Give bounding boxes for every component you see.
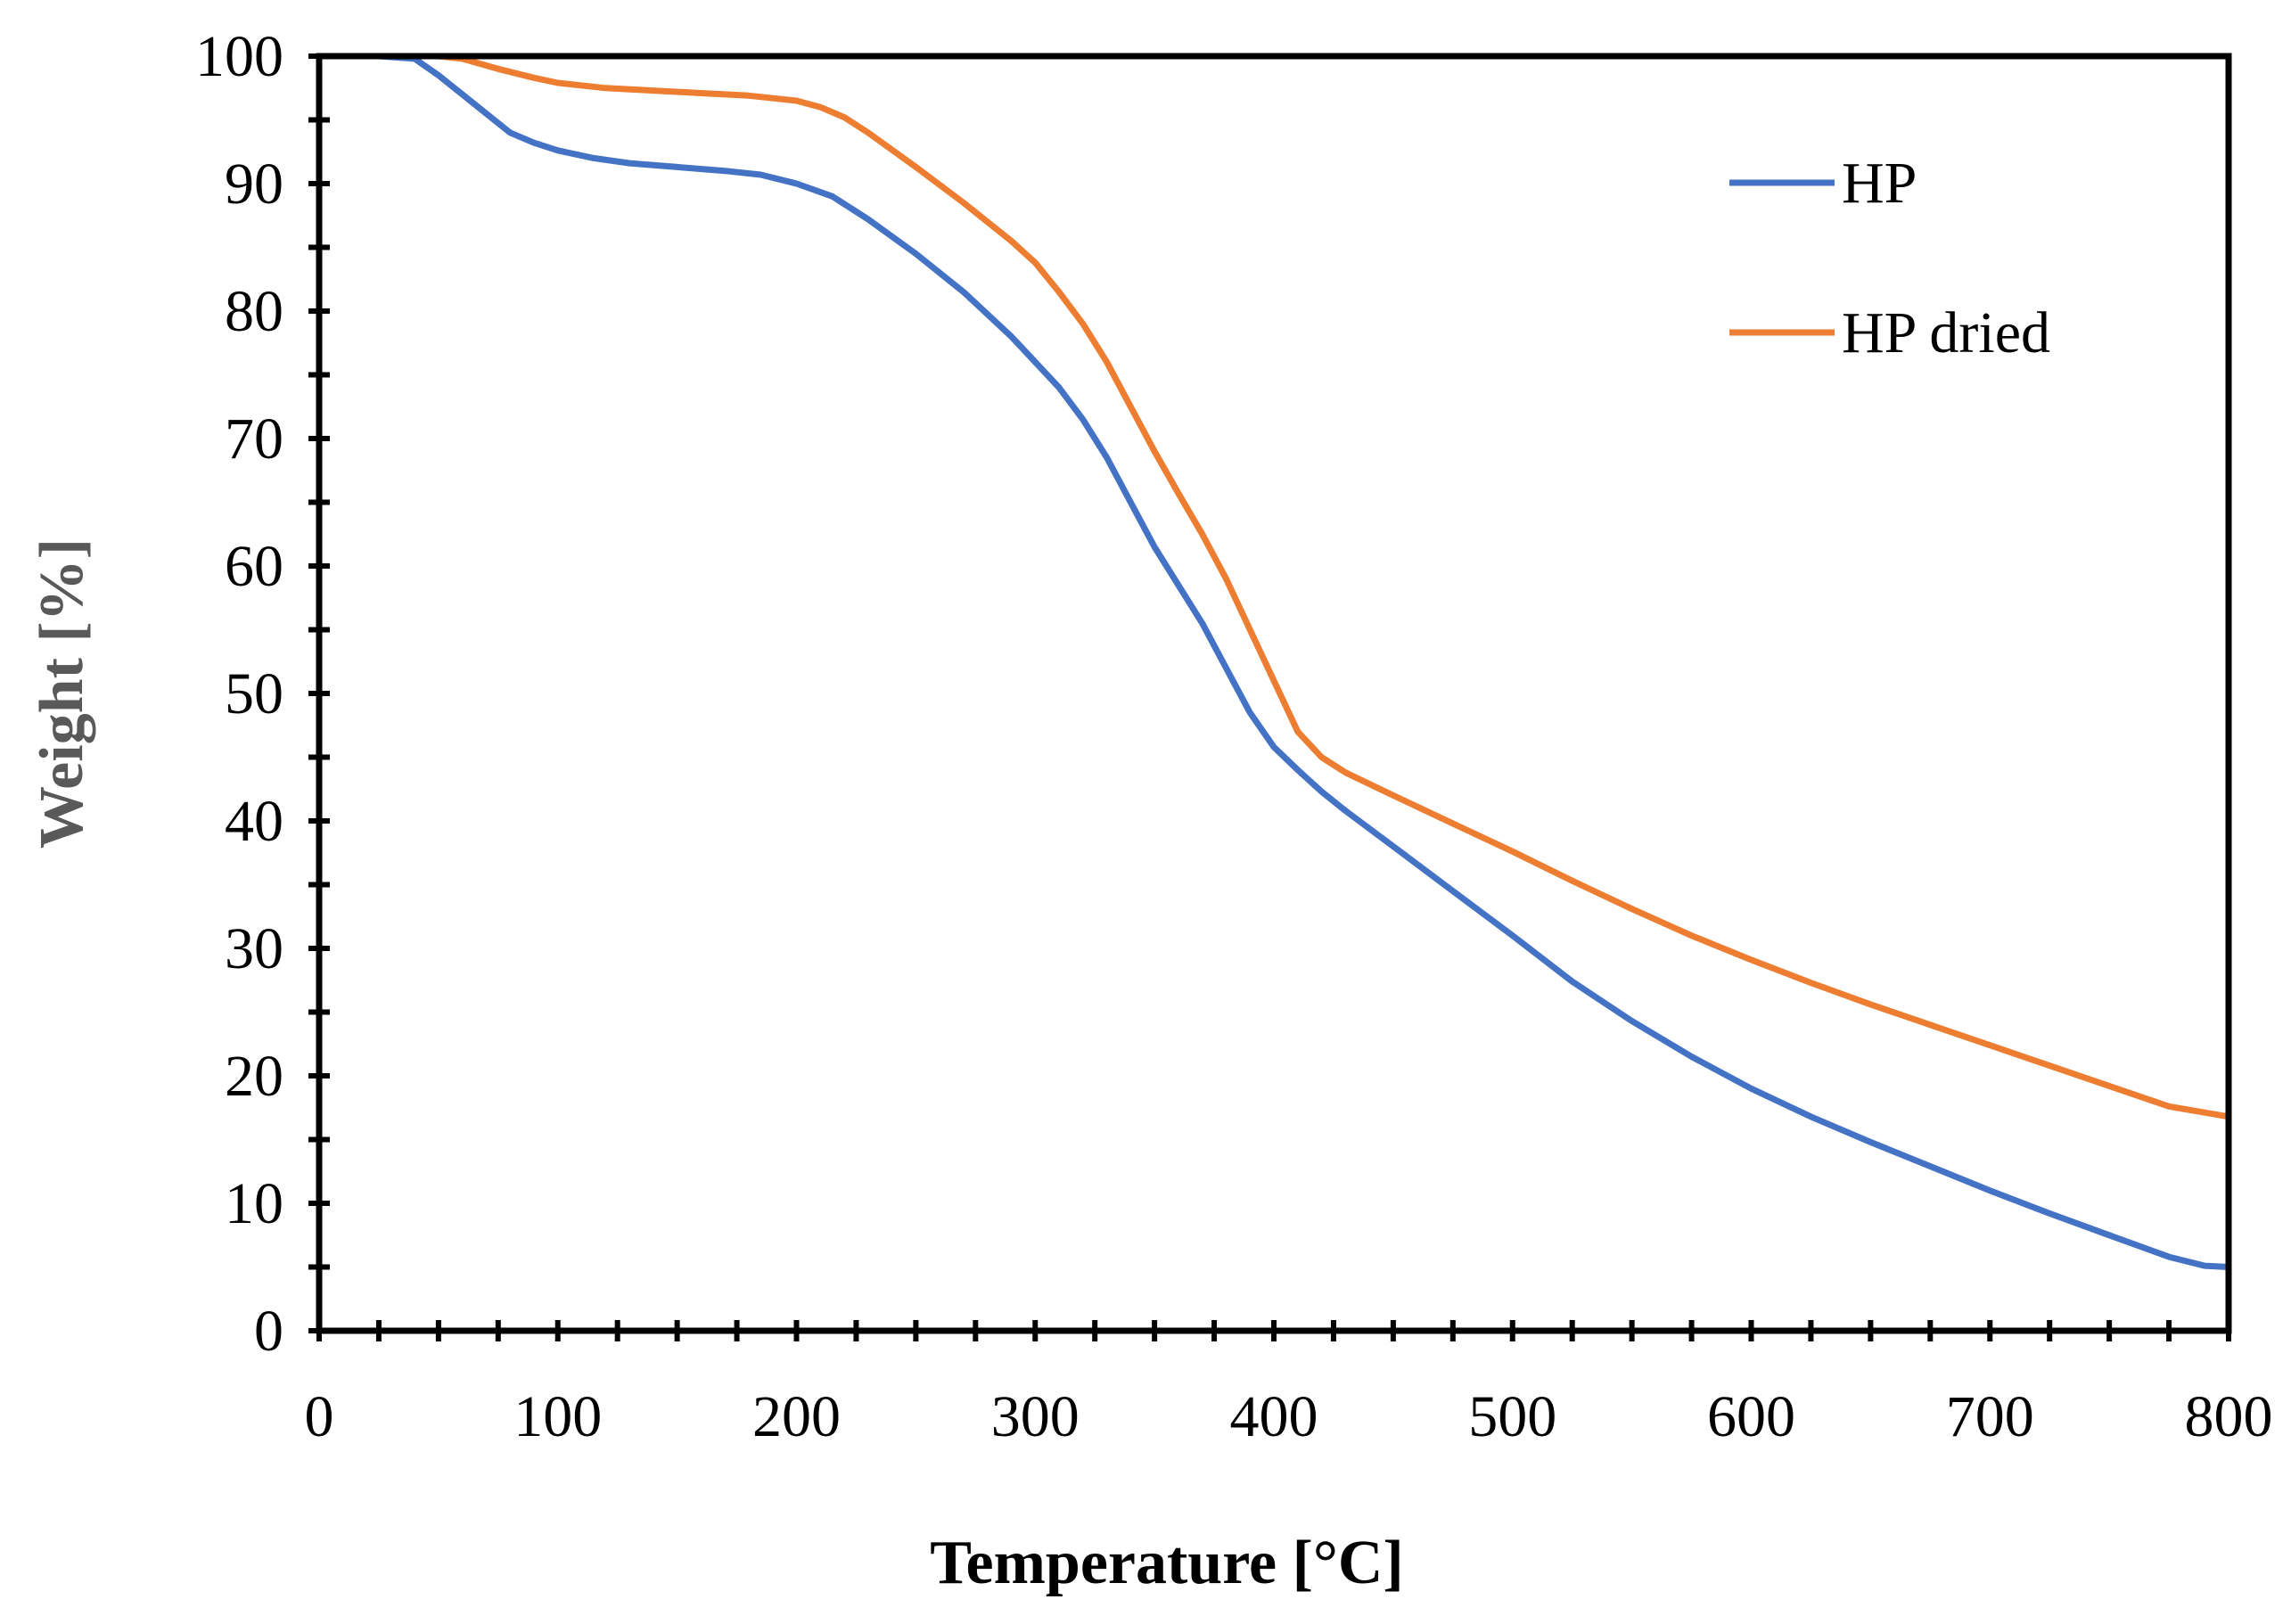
y-tick-label: 80 <box>225 279 283 344</box>
legend-label-hp: HP <box>1842 151 1917 216</box>
axis-ticks <box>308 53 2231 1341</box>
y-tick-label: 90 <box>225 152 283 217</box>
x-axis-tick-labels: 0 100 200 300 400 500 600 700 800 <box>305 1384 2273 1449</box>
x-tick-label: 200 <box>752 1384 841 1449</box>
x-tick-label: 600 <box>1707 1384 1795 1449</box>
series-layer <box>375 53 2232 1270</box>
y-tick-label: 70 <box>225 406 283 472</box>
x-tick-label: 700 <box>1946 1384 2034 1449</box>
legend: HP HP dried <box>1729 151 2050 365</box>
x-axis-title: Temperature [°C] <box>930 1529 1404 1597</box>
x-tick-label: 400 <box>1230 1384 1318 1449</box>
series-line-hp <box>375 53 2232 1270</box>
y-tick-label: 40 <box>225 789 283 854</box>
y-tick-label: 0 <box>254 1299 283 1364</box>
y-tick-label: 30 <box>225 916 283 981</box>
y-tick-label: 100 <box>195 24 283 89</box>
y-axis-title: Weight [%] <box>28 538 96 849</box>
y-tick-label: 10 <box>225 1171 283 1236</box>
x-tick-label: 500 <box>1468 1384 1556 1449</box>
y-tick-label: 20 <box>225 1044 283 1109</box>
x-tick-label: 0 <box>305 1384 334 1449</box>
y-tick-label: 50 <box>225 661 283 726</box>
x-tick-label: 100 <box>513 1384 602 1449</box>
y-axis-tick-labels: 0 10 20 30 40 50 60 70 80 90 100 <box>195 24 283 1364</box>
legend-label-hp-dried: HP dried <box>1842 300 2050 365</box>
series-line-hp-dried <box>375 53 2232 1120</box>
x-tick-label: 300 <box>991 1384 1080 1449</box>
y-tick-label: 60 <box>225 534 283 599</box>
x-tick-label: 800 <box>2185 1384 2273 1449</box>
